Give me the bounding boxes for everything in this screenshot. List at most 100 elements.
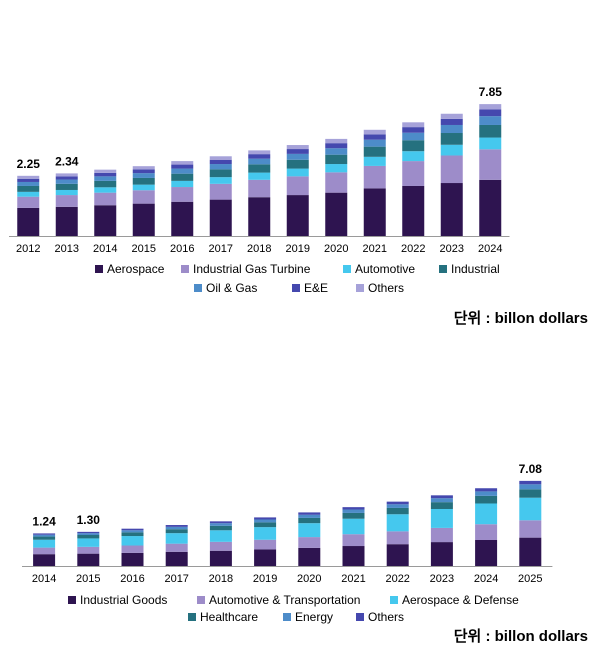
bar-segment-industrial-2018: [248, 164, 271, 173]
legend-swatch: [194, 284, 202, 292]
bar-segment-automotive-2018: [248, 172, 271, 180]
bar-segment-automotive-and-transportation-2016: [121, 545, 144, 553]
x-tick-label: 2023: [430, 573, 454, 585]
chart-1: 2012 2.25 2013 2.34 2014 2015 2016 2017 2018 2019…: [9, 85, 588, 327]
legend-item-aerospace-and-defense: Aerospace & Defense: [390, 593, 519, 607]
legend-item-industrial-goods: Industrial Goods: [68, 593, 167, 607]
bar-segment-energy-2019: [254, 519, 277, 523]
bar-segment-aerospace-and-defense-2019: [254, 527, 277, 540]
bar-segment-healthcare-2025: [519, 489, 542, 498]
bar-segment-aerospace-and-defense-2020: [298, 523, 321, 538]
unit-label: 단위 : billon dollars: [454, 310, 588, 327]
legend-swatch: [188, 613, 196, 621]
x-tick-label: 2021: [363, 243, 387, 255]
bar-segment-aerospace-and-defense-2015: [77, 538, 100, 547]
bar-segment-oil-and-gas-2015: [132, 173, 155, 178]
x-tick-label: 2018: [209, 573, 233, 585]
bar-segment-aerospace-2022: [402, 185, 425, 236]
legend-item-industrial: Industrial: [439, 262, 500, 276]
legend-swatch: [283, 613, 291, 621]
bar-segment-others-2025: [519, 480, 542, 485]
bar-segment-eande-2021: [363, 134, 386, 140]
x-tick-label: 2012: [16, 243, 40, 255]
bar-segment-others-2018: [248, 150, 271, 155]
bar-segment-industrial-goods-2024: [475, 539, 498, 566]
bar-segment-industrial-2012: [17, 185, 40, 192]
bar-segment-automotive-and-transportation-2015: [77, 546, 100, 554]
x-tick-label: 2019: [253, 573, 277, 585]
bar-segment-industrial-2023: [440, 133, 463, 145]
legend-label: Healthcare: [200, 610, 258, 624]
bar-segment-aerospace-2015: [132, 203, 155, 236]
legend-label: Industrial Goods: [80, 593, 167, 607]
bar-segment-industrial-goods-2023: [430, 542, 453, 566]
bar-segment-aerospace-2024: [479, 179, 502, 236]
bar-segment-aerospace-and-defense-2014: [33, 539, 56, 548]
bar-segment-automotive-and-transportation-2020: [298, 537, 321, 548]
bar-segment-industrial-2014: [94, 180, 117, 188]
legend-item-energy: Energy: [283, 610, 333, 624]
data-label: 1.30: [77, 513, 101, 527]
legend-label: Automotive & Transportation: [209, 593, 360, 607]
bar-segment-automotive-2015: [132, 184, 155, 191]
legend-item-aerospace: Aerospace: [95, 262, 165, 276]
data-label: 2.34: [55, 154, 79, 168]
bar-segment-automotive-2014: [94, 187, 117, 193]
bar-segment-others-2021: [363, 129, 386, 135]
bar-segment-others-2021: [342, 507, 365, 510]
bar-segment-industrial-gas-turbine-2017: [209, 183, 232, 200]
bar-segment-others-2020: [298, 512, 321, 515]
legend-item-automotive: Automotive: [343, 262, 415, 276]
legend-swatch: [356, 613, 364, 621]
bar-segment-industrial-goods-2018: [209, 550, 232, 566]
bar-segment-automotive-2022: [402, 151, 425, 162]
bar-segment-automotive-and-transportation-2021: [342, 534, 365, 547]
x-tick-label: 2024: [478, 243, 502, 255]
bar-segment-industrial-gas-turbine-2019: [286, 176, 309, 196]
legend-item-automotive-and-transportation: Automotive & Transportation: [197, 593, 360, 607]
bar-segment-healthcare-2014: [33, 536, 56, 540]
bar-segment-aerospace-and-defense-2016: [121, 536, 144, 546]
bar-segment-energy-2025: [519, 484, 542, 490]
bar-segment-oil-and-gas-2018: [248, 158, 271, 165]
x-tick-label: 2014: [32, 573, 56, 585]
bar-segment-aerospace-and-defense-2023: [430, 508, 453, 528]
bar-segment-oil-and-gas-2016: [171, 168, 194, 174]
bar-segment-others-2017: [165, 525, 188, 527]
bar-segment-industrial-2013: [55, 183, 78, 190]
bar-segment-industrial-2020: [325, 154, 348, 165]
legend-label: Industrial Gas Turbine: [193, 262, 311, 276]
bar-segment-automotive-and-transportation-2025: [519, 520, 542, 538]
bar-segment-aerospace-and-defense-2021: [342, 518, 365, 535]
x-tick-label: 2018: [247, 243, 271, 255]
legend-swatch: [390, 596, 398, 604]
bar-segment-eande-2020: [325, 143, 348, 149]
bar-segment-others-2017: [209, 156, 232, 160]
bar-segment-industrial-gas-turbine-2021: [363, 165, 386, 189]
bar-segment-others-2016: [171, 161, 194, 165]
bar-segment-energy-2014: [33, 534, 56, 537]
x-tick-label: 2016: [120, 573, 144, 585]
legend-label: Energy: [295, 610, 333, 624]
bar-segment-healthcare-2020: [298, 517, 321, 524]
bar-segment-energy-2023: [430, 498, 453, 503]
bar-segment-others-2013: [55, 173, 78, 177]
bar-segment-energy-2015: [77, 533, 100, 535]
bar-segment-eande-2018: [248, 154, 271, 159]
bar-segment-automotive-2012: [17, 191, 40, 197]
bar-segment-aerospace-2021: [363, 188, 386, 236]
bar-segment-energy-2022: [386, 504, 409, 508]
legend-item-others: Others: [356, 281, 404, 295]
bar-segment-oil-and-gas-2020: [325, 148, 348, 155]
bar-segment-industrial-goods-2016: [121, 552, 144, 566]
legend-swatch: [181, 265, 189, 273]
bar-segment-industrial-gas-turbine-2015: [132, 190, 155, 204]
x-tick-label: 2016: [170, 243, 194, 255]
bar-segment-aerospace-2016: [171, 201, 194, 236]
legend-label: E&E: [304, 281, 328, 295]
bar-segment-energy-2020: [298, 514, 321, 518]
bar-segment-industrial-gas-turbine-2013: [55, 195, 78, 207]
x-tick-label: 2020: [324, 243, 348, 255]
x-tick-label: 2017: [164, 573, 188, 585]
x-tick-label: 2024: [474, 573, 498, 585]
